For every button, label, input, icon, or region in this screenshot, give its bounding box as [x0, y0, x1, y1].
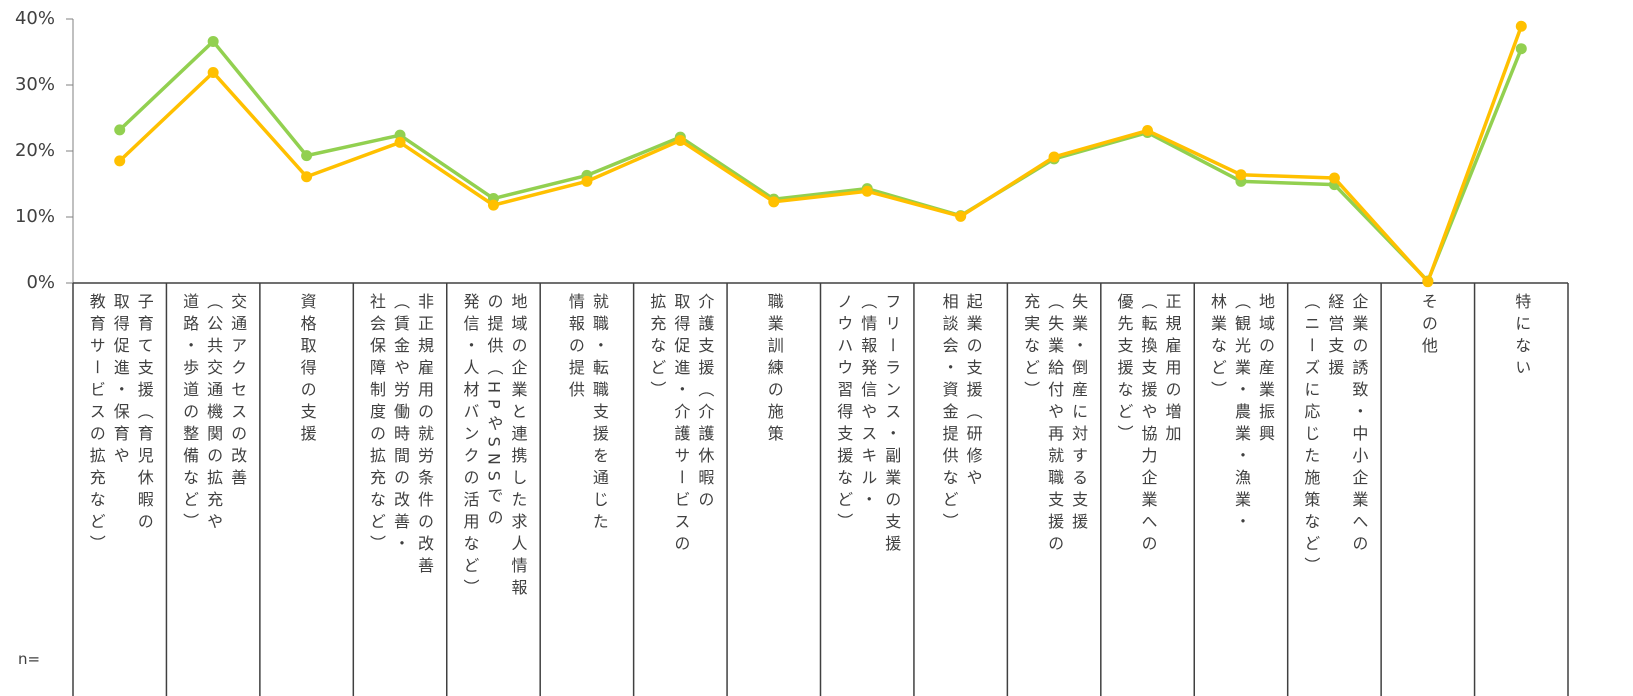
x-tick-label: 企業の誘致・中小企業への 経営支援 （ニーズに応じた施策など）: [1301, 293, 1369, 579]
point: [674, 134, 686, 146]
series-line: [118, 25, 1523, 284]
x-tick-label: 地域の企業と連携した求人情報 の提供（HPやSNSでの 発信・人材バンクの活用な…: [460, 293, 528, 601]
point: [768, 196, 780, 208]
y-tick-label: 40%: [15, 8, 55, 29]
y-tick-label: 30%: [15, 74, 55, 95]
x-tick-label: 正規雇用の増加 （転換支援や協力企業への 優先支援など）: [1114, 293, 1182, 557]
point: [207, 35, 219, 47]
point: [301, 150, 313, 162]
x-tick-label: 起業の支援（研修や 相談会・資金提供など）: [939, 293, 983, 535]
point: [487, 199, 499, 211]
point: [1328, 172, 1340, 184]
point: [581, 175, 593, 187]
y-tick-label: 20%: [15, 140, 55, 161]
point: [1235, 169, 1247, 181]
point: [114, 155, 126, 167]
sample-size-label: n=: [18, 650, 41, 668]
x-tick-label: 資格取得の支援: [297, 293, 317, 447]
point: [394, 136, 406, 148]
x-tick-label: 非正規雇用の就労条件の改善 （賃金や労働時間の改善・ 社会保障制度の拡充など）: [367, 293, 435, 579]
point: [1422, 276, 1434, 288]
point: [301, 171, 313, 183]
point: [1515, 20, 1527, 32]
x-tick-label: 子育て支援（育児休暇の 取得促進・保育や 教育サービスの拡充など）: [86, 293, 154, 557]
x-tick-label: フリーランス・副業の支援 （情報発信やスキル・ ノウハウ習得支援など）: [834, 293, 902, 557]
point: [114, 124, 126, 136]
x-tick-label: 失業・倒産に対する支援 （失業給付や再就職支援の 充実など）: [1021, 293, 1089, 557]
point: [955, 210, 967, 222]
x-tick-label: 地域の産業振興 （観光業・農業・漁業・ 林業など）: [1207, 293, 1275, 535]
series-line: [118, 39, 1523, 283]
y-tick-label: 0%: [26, 272, 55, 293]
point: [1515, 43, 1527, 55]
point: [861, 185, 873, 197]
x-tick-label: 職業訓練の施策: [764, 293, 784, 447]
x-tick-label: 特にない: [1512, 293, 1532, 381]
point: [1048, 151, 1060, 163]
x-tick-label: その他: [1418, 293, 1438, 359]
x-tick-label: 交通アクセスの改善 （公共交通機関の拡充や 道路・歩道の整備など）: [180, 293, 248, 535]
x-tick-label: 就職・転職支援を通じた 情報の提供: [565, 293, 609, 535]
point: [1142, 125, 1154, 137]
y-tick-label: 10%: [15, 206, 55, 227]
x-tick-label: 介護支援（介護休暇の 取得促進・介護サービスの 拡充など）: [647, 293, 715, 557]
point: [207, 66, 219, 78]
